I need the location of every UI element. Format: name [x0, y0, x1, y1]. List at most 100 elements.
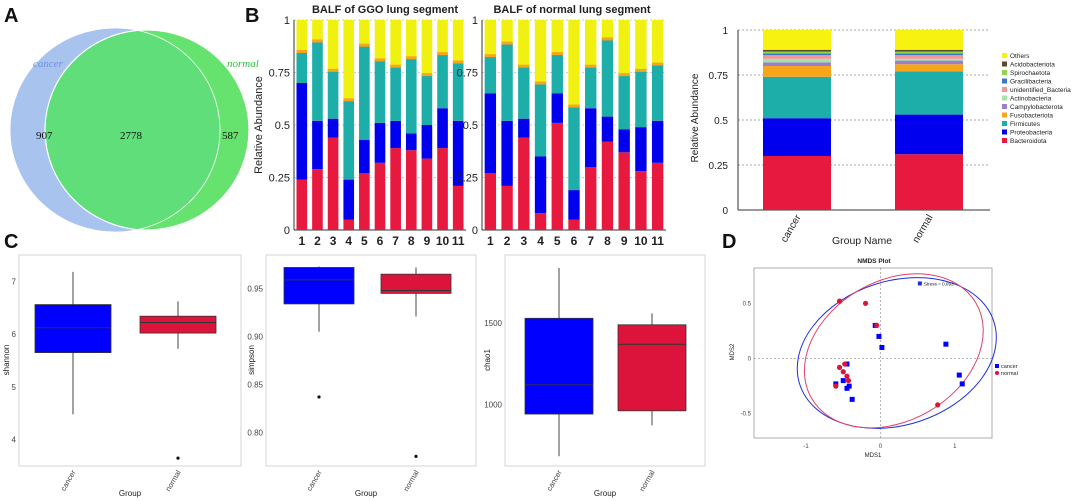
bar-segment-firmicutes [312, 41, 323, 121]
y-tick-label: 0 [284, 225, 290, 237]
y-tick-label: 1500 [484, 319, 502, 328]
bar-segment-acidobacteriota [895, 49, 963, 52]
bar-segment-actinobacteria [763, 58, 831, 63]
ellipse-normal [803, 273, 984, 429]
legend-swatch [1002, 70, 1007, 75]
x-tick-label: 4 [537, 234, 544, 248]
legend-swatch [1002, 129, 1007, 135]
bar-segment-proteobacteria [390, 120, 401, 149]
bar-segment-firmicutes [601, 38, 614, 117]
bar-segment-gracilibacteria [763, 53, 831, 56]
venn-diagram: cancer normal 907 2778 587 [9, 27, 259, 233]
x-axis-label: Group Name [832, 235, 892, 247]
bar-segment-proteobacteria [518, 118, 530, 138]
point-cancer [959, 381, 965, 387]
x-tick-label: 7 [587, 234, 594, 248]
point-cancer [879, 344, 885, 350]
x-tick-label: 4 [345, 234, 352, 248]
bar-segment-others [452, 20, 464, 62]
x-tick-label: 0 [879, 444, 883, 450]
y-tick-label: 1 [284, 15, 290, 27]
bar-segment-bacteroidota [601, 141, 614, 230]
bar-segment-acidobacteriota [763, 49, 831, 52]
bar-segment-unidentified_bacteria [895, 55, 963, 59]
bar-segment-others [327, 20, 339, 71]
x-tick-label: 5 [554, 234, 561, 248]
bar-segment-others [296, 20, 308, 52]
bar-segment-proteobacteria [405, 133, 417, 151]
bar-segment-firmicutes [568, 106, 580, 191]
legend-label: Fusobacteriota [1010, 113, 1053, 120]
bar-segment-others [421, 20, 433, 75]
nmds-plot: NMDS Plot MDS2 MDS1 -1 0 1 -0.5 0 0.5 Stress =… [730, 258, 1018, 459]
bar-segment-bacteroidota [585, 167, 597, 230]
stacked-bar-ggo: BALF of GGO lung segment Relative Abunda… [253, 4, 466, 248]
bar-segment-bacteroidota [405, 150, 417, 230]
bar-segment-others [618, 20, 630, 75]
y-tick-label: 0.75 [269, 68, 290, 80]
bar-segment-proteobacteria [651, 120, 664, 163]
chart-title: BALF of normal lung segment [493, 4, 650, 16]
point-normal [874, 322, 880, 329]
bar-segment-bacteroidota [312, 169, 323, 230]
legend-label: Gracilibacteria [1010, 79, 1052, 86]
x-axis-label: Group [594, 489, 617, 498]
y-axis-label: Relative Abundance [253, 76, 265, 174]
bar-segment-bacteroidota [452, 185, 464, 230]
bar-segment-bacteroidota [651, 162, 664, 230]
box-cancer [283, 267, 355, 305]
y-tick-label: 0.75 [457, 68, 478, 80]
y-tick-label: 0.25 [269, 173, 290, 185]
y-tick-label: 7 [12, 277, 17, 286]
bar-segment-firmicutes [343, 99, 355, 180]
bar-segment-others [405, 20, 417, 58]
panel-label-a: A [4, 5, 18, 27]
box-normal [617, 324, 687, 412]
bar-segment-others [359, 20, 370, 46]
bar-segment-proteobacteria [421, 125, 433, 159]
bar-segment-others [601, 20, 614, 39]
point-normal [935, 402, 941, 408]
bar-segment-firmicutes [763, 76, 831, 119]
point-cancer [956, 372, 962, 378]
bar-segment-others [501, 20, 513, 44]
bar-segment-bacteroidota [296, 179, 308, 230]
bar-segment-proteobacteria [568, 190, 580, 220]
y-tick-label: -0.5 [741, 412, 752, 418]
box-cancer [524, 317, 594, 415]
bar-segment-firmicutes [651, 64, 664, 121]
bar-segment-bacteroidota [501, 185, 513, 230]
legend-label: normal [1001, 371, 1018, 377]
bar-segment-fusobacteriota [763, 66, 831, 77]
panel-label-b: B [245, 5, 259, 27]
legend-label: Campylobacterota [1010, 104, 1063, 111]
bar-segment-spirochaetota [763, 51, 831, 54]
x-tick-label: 11 [651, 234, 664, 248]
chart-title: BALF of GGO lung segment [312, 4, 458, 16]
bar-segment-bacteroidota [327, 137, 339, 230]
x-tick-label: 11 [452, 234, 465, 248]
x-tick-label: 8 [408, 234, 415, 248]
venn-label-cancer: cancer [33, 58, 64, 70]
point-cancer [840, 378, 846, 384]
bar-segment-bacteroidota [763, 156, 831, 210]
x-tick-label: 1 [487, 234, 494, 248]
y-tick-label: 0 [472, 225, 478, 237]
bar-segment-firmicutes [390, 66, 401, 121]
point-cancer [849, 396, 855, 402]
bar-segment-bacteroidota [895, 154, 963, 210]
boxplot-shannon: shannon Group 4 5 6 7 cancer normal [2, 254, 242, 498]
bar-segment-gracilibacteria [895, 53, 963, 56]
bar-segment-others [343, 20, 355, 100]
y-tick-label: 1 [722, 26, 728, 37]
bar-segment-proteobacteria [635, 127, 647, 172]
bar-segment-others [374, 20, 386, 60]
legend-label: cancer [1001, 364, 1018, 370]
bar-segment-bacteroidota [568, 219, 580, 230]
bar-segment-campylobacterota [763, 62, 831, 66]
bar-segment-firmicutes [618, 74, 630, 130]
bar-segment-bacteroidota [484, 173, 497, 230]
stress-marker [917, 281, 922, 286]
y-axis-label: simpson [247, 345, 256, 375]
legend-swatch [1002, 61, 1007, 67]
